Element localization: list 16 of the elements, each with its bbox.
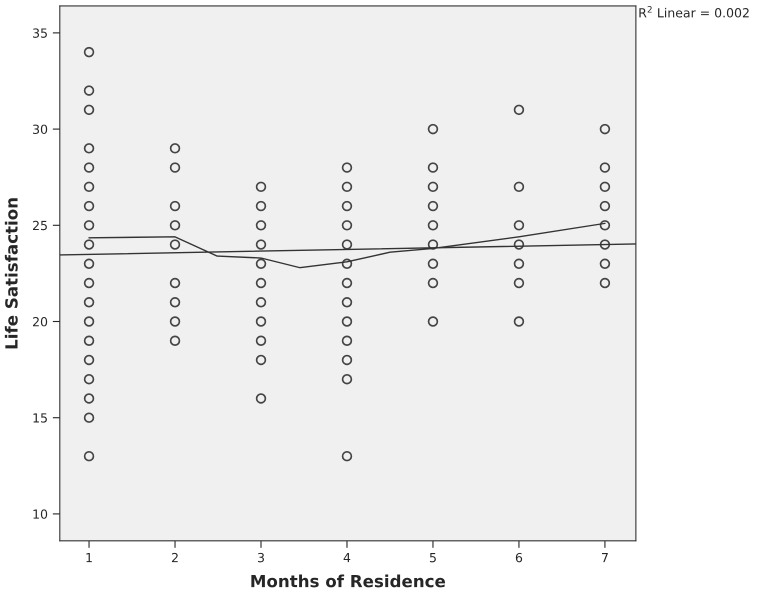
y-tick-label: 10 xyxy=(33,509,48,519)
x-tick-label: 2 xyxy=(172,552,178,562)
y-tick-label: 20 xyxy=(33,316,48,326)
y-tick-label: 30 xyxy=(33,124,48,134)
y-tick-label: 35 xyxy=(33,28,47,38)
text: R$^{2}$ Linear = 0.002 xyxy=(639,6,749,18)
x-tick-label: 3 xyxy=(258,552,264,562)
x-axis-title: Months of Residence xyxy=(251,574,446,588)
y-tick-label: 25 xyxy=(33,220,47,230)
y-tick-label: 15 xyxy=(33,413,47,423)
x-tick-label: 1 xyxy=(86,553,92,562)
x-tick-label: 4 xyxy=(344,553,350,562)
x-tick-label: 5 xyxy=(430,553,436,562)
x-tick-label: 7 xyxy=(602,553,608,562)
y-axis-title: Life Satisfaction xyxy=(4,198,18,348)
x-tick-label: 6 xyxy=(516,552,522,562)
